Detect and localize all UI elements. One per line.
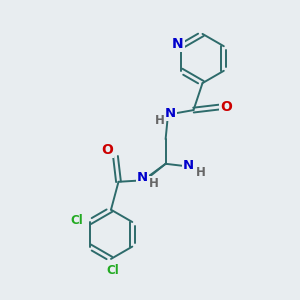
Text: Cl: Cl [71, 214, 83, 227]
Text: O: O [220, 100, 232, 114]
Text: Cl: Cl [106, 264, 119, 277]
Text: N: N [172, 37, 183, 51]
Text: H: H [149, 177, 158, 190]
Text: N: N [137, 171, 148, 184]
Text: N: N [183, 159, 194, 172]
Text: H: H [155, 113, 164, 127]
Text: O: O [101, 143, 113, 157]
Text: N: N [165, 106, 176, 120]
Text: H: H [196, 166, 206, 179]
